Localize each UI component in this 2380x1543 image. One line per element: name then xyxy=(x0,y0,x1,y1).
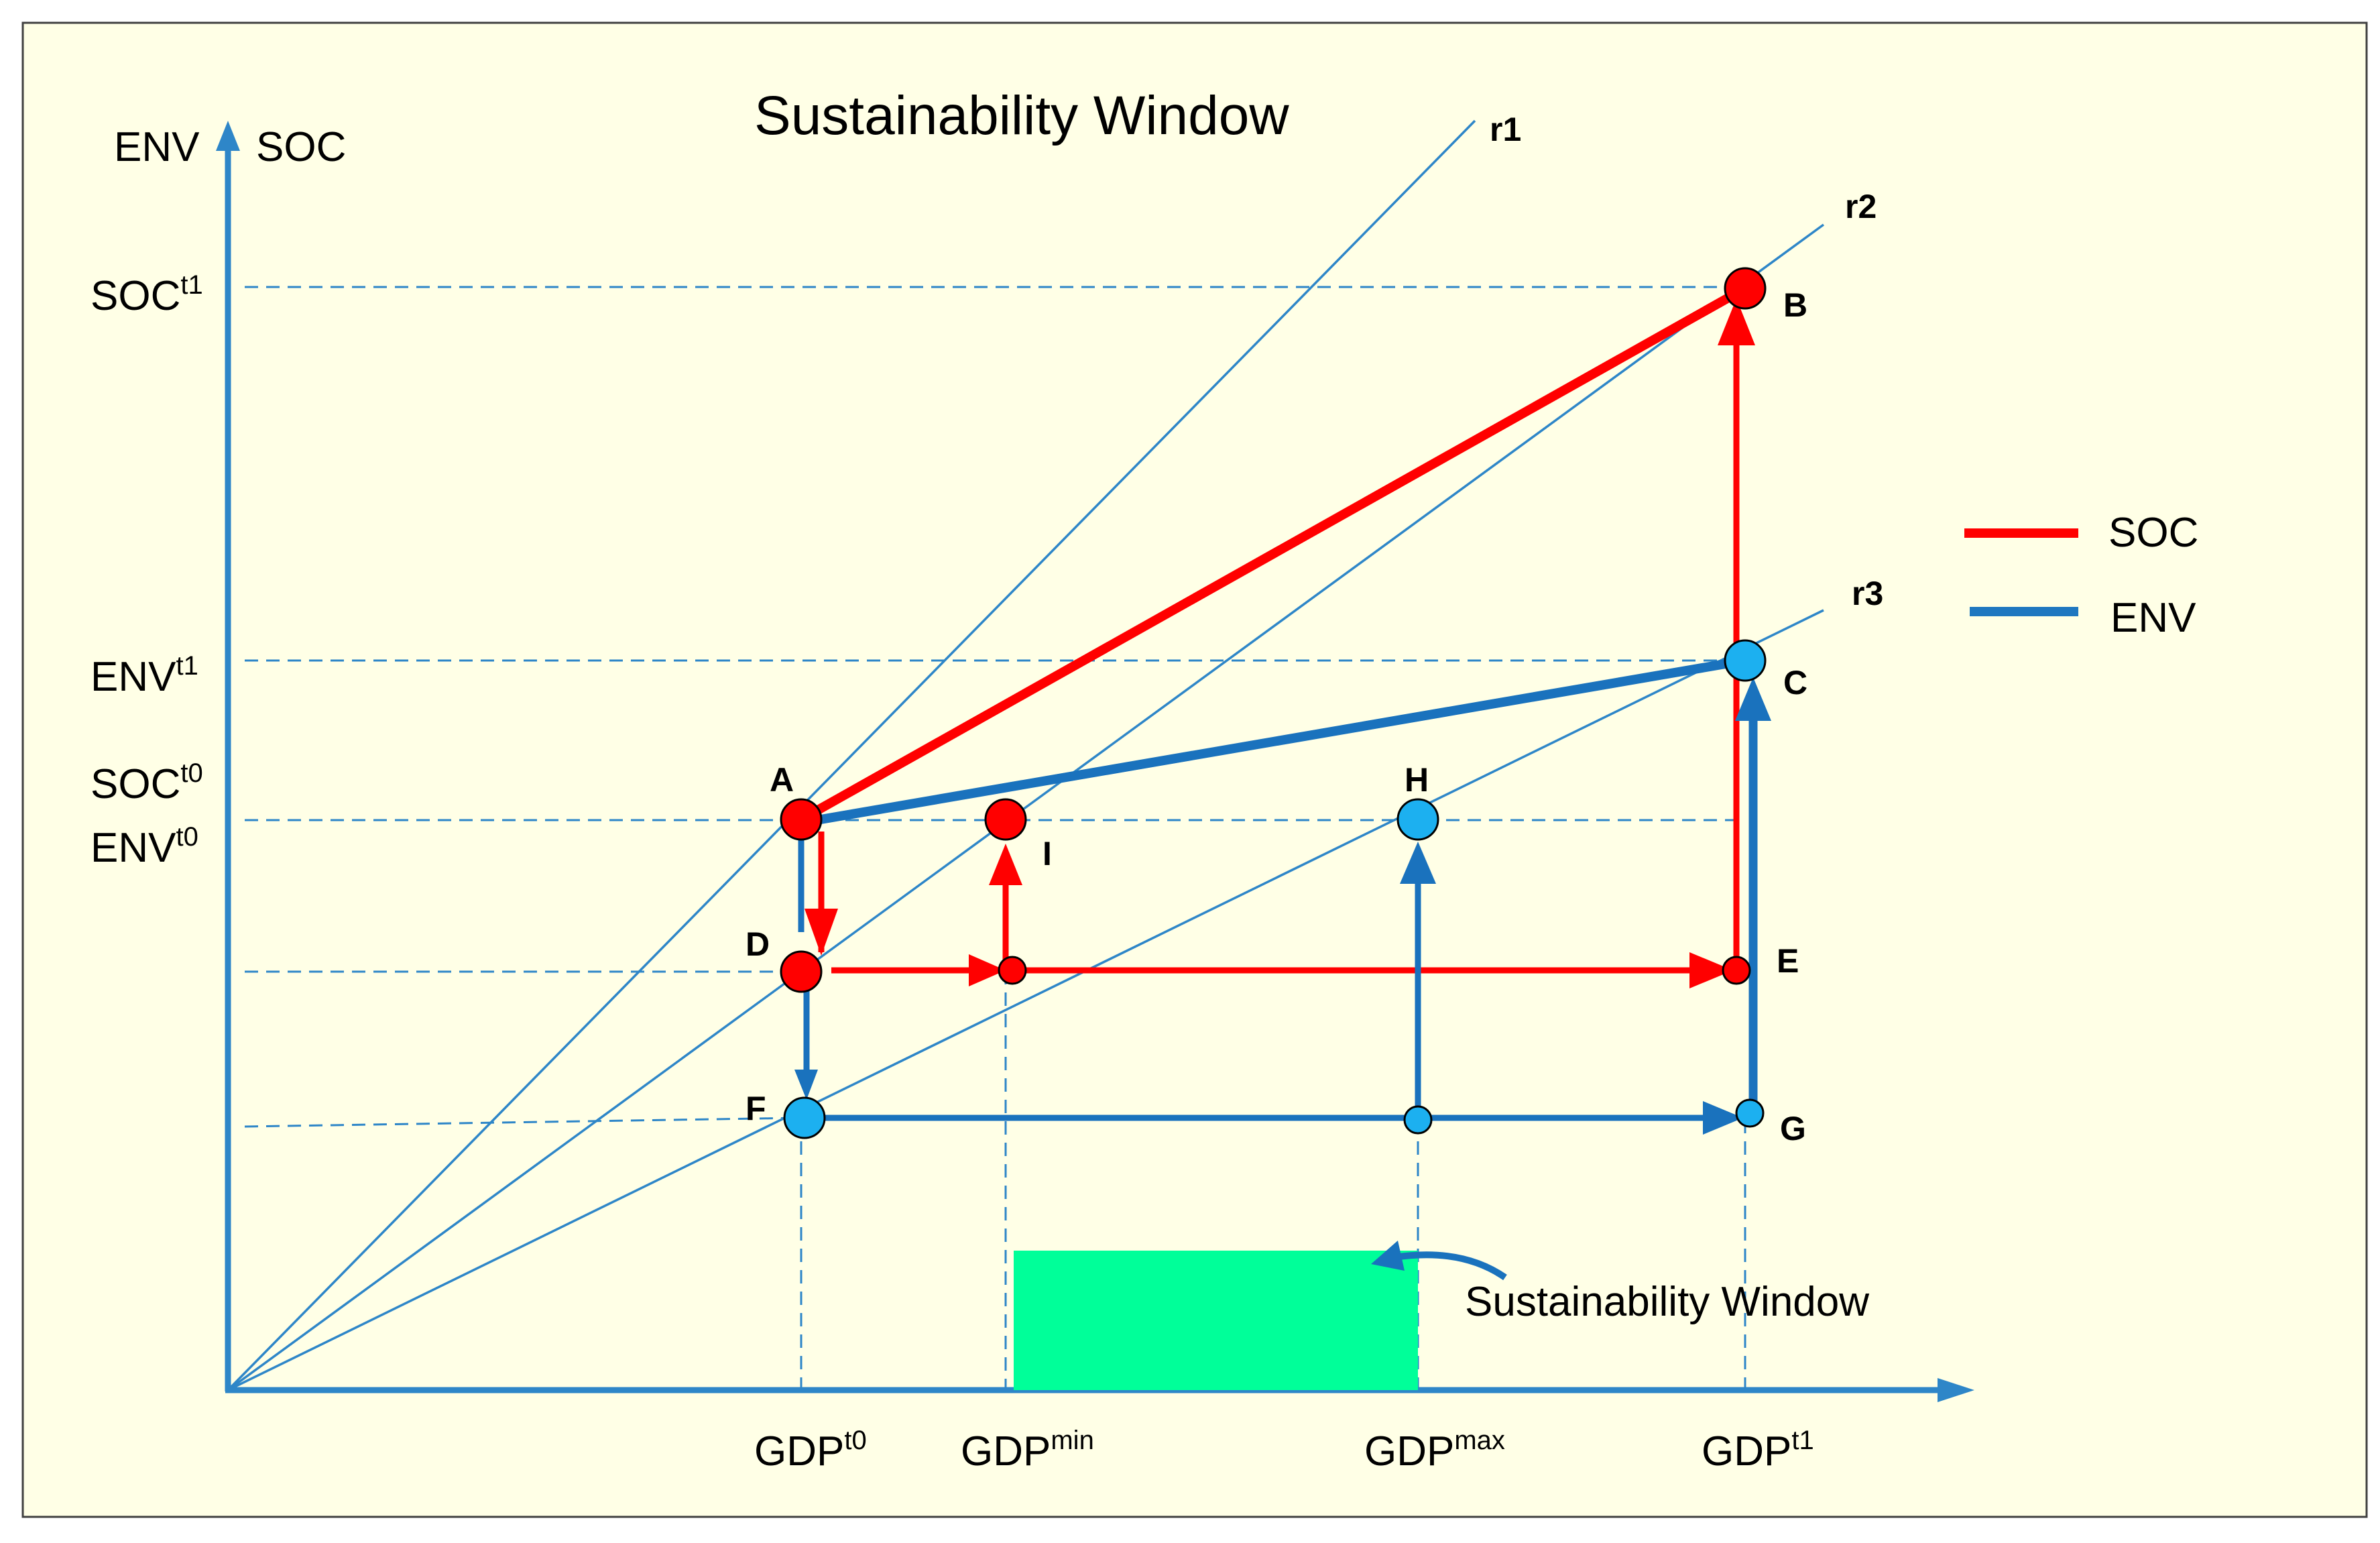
point-label-a: A xyxy=(770,761,794,799)
x-tick-gdp-t1: GDPt1 xyxy=(1702,1426,1814,1475)
y-tick-soc-t0: SOCt0 xyxy=(91,758,203,807)
x-tick-gdp-t0: GDPt0 xyxy=(754,1426,867,1475)
point-g xyxy=(1735,1098,1765,1128)
soc-line-a-b xyxy=(798,284,1748,824)
point-label-b: B xyxy=(1783,286,1807,324)
point-label-c: C xyxy=(1783,664,1807,701)
y-tick-env-t1: ENVt1 xyxy=(91,651,198,700)
env-arrowhead-right-icon xyxy=(1703,1101,1743,1135)
env-line-a-c xyxy=(800,656,1746,827)
soc-arrowhead-right-icon xyxy=(1689,952,1733,988)
soc-arrowhead-up-icon xyxy=(989,844,1022,885)
y-tick-env-t0: ENVt0 xyxy=(91,822,198,871)
sustainability-window-area xyxy=(1014,1251,1418,1390)
x-tick-gdp-max: GDPmax xyxy=(1364,1426,1505,1475)
ray-label-r1: r1 xyxy=(1490,111,1521,148)
soc-arrowhead-right-icon xyxy=(969,954,1006,986)
point-min xyxy=(998,956,1027,985)
ray-label-r2: r2 xyxy=(1845,188,1877,225)
point-i xyxy=(984,798,1027,841)
legend: SOC ENV xyxy=(1964,510,2198,641)
legend-env-label: ENV xyxy=(2110,595,2196,641)
point-label-h: H xyxy=(1405,761,1429,799)
point-h xyxy=(1396,798,1439,841)
point-d xyxy=(780,950,823,993)
point-b xyxy=(1724,267,1767,310)
ray-label-r3: r3 xyxy=(1852,575,1883,612)
ray-lines xyxy=(227,119,1825,1391)
point-label-d: D xyxy=(746,925,770,963)
legend-soc-label: SOC xyxy=(2108,510,2198,556)
window-pointer-arc xyxy=(1394,1251,1507,1281)
dashed-guides xyxy=(244,286,1746,1391)
env-arrowhead-up-icon xyxy=(1400,842,1436,884)
window-pointer-arrowhead-icon xyxy=(1371,1241,1405,1271)
soc-arrowheads xyxy=(805,298,1755,988)
point-label-i: I xyxy=(1043,835,1052,872)
soc-arrowhead-up-icon xyxy=(1718,298,1755,345)
point-c xyxy=(1724,639,1767,682)
y-tick-soc-t1: SOCt1 xyxy=(91,270,203,319)
env-arrowhead-down-icon xyxy=(794,1070,818,1100)
soc-paths xyxy=(798,284,1748,974)
point-label-g: G xyxy=(1780,1110,1806,1147)
env-arrowhead-up-icon xyxy=(1735,677,1771,721)
y-axis-arrow-icon xyxy=(216,121,240,151)
sustainability-window-label: Sustainability Window xyxy=(1465,1279,1869,1325)
point-max xyxy=(1403,1105,1433,1135)
point-a xyxy=(780,798,823,841)
x-axis-arrow-icon xyxy=(1938,1378,1974,1402)
soc-arrowhead-down-icon xyxy=(805,909,838,956)
y-axis-label-soc: SOC xyxy=(256,124,346,170)
env-arrowheads xyxy=(794,677,1771,1135)
point-label-f: F xyxy=(746,1090,766,1127)
point-label-e: E xyxy=(1777,942,1799,980)
points xyxy=(780,267,1767,1139)
env-paths xyxy=(798,656,1758,1121)
y-axis-label-env: ENV xyxy=(114,124,200,170)
point-e xyxy=(1722,956,1751,985)
diagram-title: Sustainability Window xyxy=(754,85,1289,146)
point-f xyxy=(783,1096,826,1139)
x-tick-gdp-min: GDPmin xyxy=(961,1426,1094,1475)
